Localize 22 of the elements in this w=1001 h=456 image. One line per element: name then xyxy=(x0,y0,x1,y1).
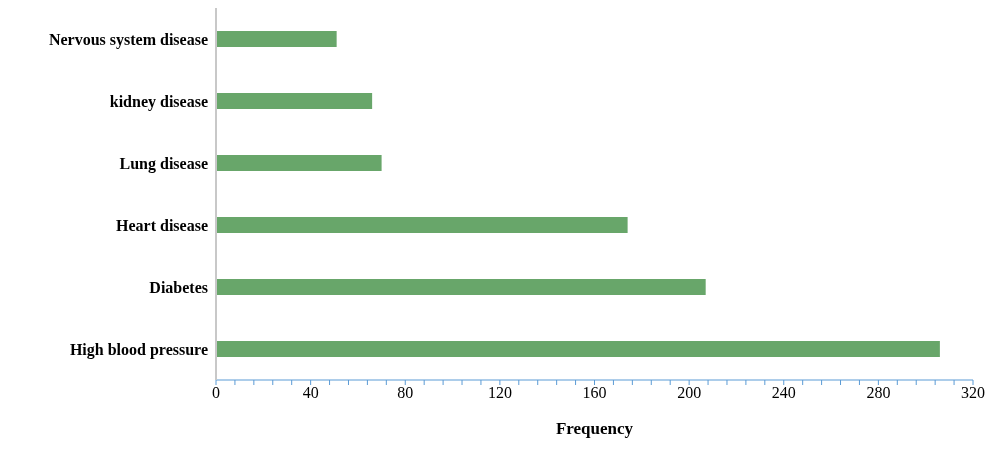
x-tick-label: 0 xyxy=(212,384,220,402)
x-tick-label: 40 xyxy=(302,384,319,402)
y-tick-label: Nervous system disease xyxy=(48,30,208,49)
y-tick-label: Diabetes xyxy=(149,278,208,296)
x-tick-label: 320 xyxy=(961,384,985,402)
bar xyxy=(216,155,382,171)
x-axis-title: Frequency xyxy=(555,419,634,438)
x-tick-label: 200 xyxy=(677,384,702,402)
x-tick-label: 240 xyxy=(771,384,796,402)
x-tick-label: 120 xyxy=(487,384,512,402)
x-tick-label: 280 xyxy=(866,384,891,402)
bar xyxy=(216,31,337,47)
y-tick-label: kidney disease xyxy=(109,92,208,111)
y-tick-label: High blood pressure xyxy=(69,340,208,359)
bar xyxy=(216,217,628,233)
bar xyxy=(216,341,940,357)
y-tick-label: Heart disease xyxy=(116,216,208,234)
x-tick-label: 80 xyxy=(397,384,414,402)
bar xyxy=(216,93,373,109)
y-tick-label: Lung disease xyxy=(119,154,208,173)
x-tick-label: 160 xyxy=(582,384,607,402)
bar xyxy=(216,279,706,295)
